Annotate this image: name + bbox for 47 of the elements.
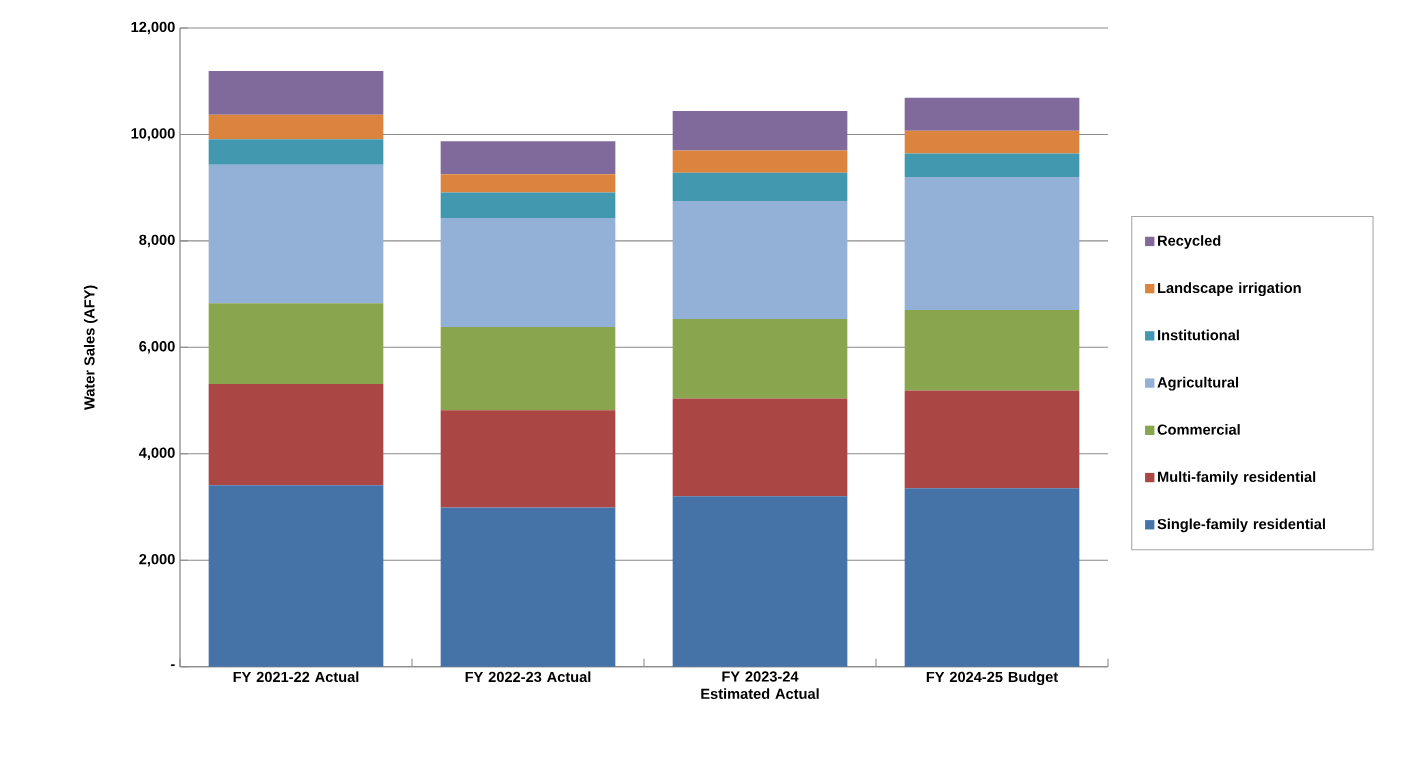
bar xyxy=(440,141,616,175)
legend-label: Multi-family residential xyxy=(1158,471,1316,485)
bar xyxy=(672,319,848,399)
x-tick-label: FY 2024-25 Budget xyxy=(926,671,1058,686)
bar xyxy=(904,130,1080,154)
bar xyxy=(208,164,384,304)
bar xyxy=(440,174,616,193)
legend-label: Single-family residential xyxy=(1157,518,1325,533)
bar xyxy=(440,410,616,508)
bar xyxy=(672,398,848,497)
x-tick-label: FY 2022-23 Actual xyxy=(465,671,591,683)
y-tick-label: 12,000 xyxy=(131,21,175,35)
y-tick-label: 8,000 xyxy=(139,234,175,248)
bar xyxy=(672,172,848,201)
legend-label: Recycled xyxy=(1158,235,1221,249)
bar xyxy=(440,218,616,328)
bar xyxy=(672,496,848,667)
bar xyxy=(672,200,848,320)
legend-label: Commercial xyxy=(1157,424,1240,435)
legend-label: Agricultural xyxy=(1157,376,1239,391)
y-tick-label: 6,000 xyxy=(139,341,175,354)
bar xyxy=(672,150,848,173)
y-tick-label: 4,000 xyxy=(138,447,175,461)
bar xyxy=(208,303,384,385)
bar xyxy=(440,327,616,411)
y-tick-label: 2,000 xyxy=(139,554,175,567)
bar xyxy=(208,114,384,140)
x-tick-label: FY 2021-22 Actual xyxy=(233,671,359,683)
bar xyxy=(904,97,1080,131)
legend-label: Institutional xyxy=(1158,329,1239,341)
bar xyxy=(208,139,384,165)
bar xyxy=(208,384,384,486)
bar xyxy=(904,390,1080,489)
x-tick-label: FY 2023-24 Estimated Actual xyxy=(701,671,819,699)
bar xyxy=(208,485,384,667)
bar xyxy=(904,310,1080,391)
bar xyxy=(208,71,384,115)
y-tick-label: 10,000 xyxy=(131,128,175,141)
bar xyxy=(440,192,616,218)
bar xyxy=(904,177,1080,311)
y-axis-title: Water Sales (AFY) xyxy=(83,285,98,410)
bar xyxy=(904,153,1080,178)
bar xyxy=(440,507,616,667)
y-tick-label: - xyxy=(171,664,175,667)
legend-label: Landscape irrigation xyxy=(1158,282,1301,297)
bar xyxy=(672,111,848,151)
bar xyxy=(904,488,1080,667)
